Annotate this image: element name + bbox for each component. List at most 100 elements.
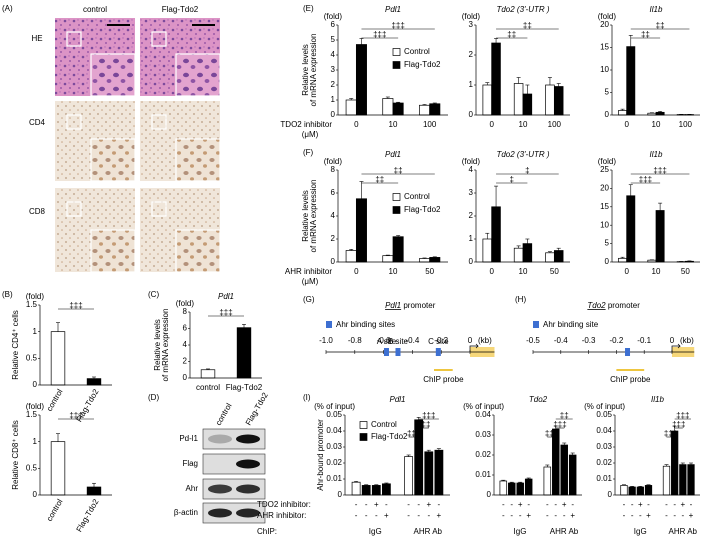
condition-sign: - (519, 511, 522, 520)
blot-strip (202, 428, 266, 450)
x-tick-label: 50 (550, 267, 559, 276)
condition-sign: - (665, 511, 668, 520)
group-label: AHR Ab (550, 527, 579, 536)
y-tick-label: 8 (331, 165, 336, 174)
zoom-region (66, 31, 82, 47)
x-tick-label: 0 (489, 267, 494, 276)
error-bar (620, 108, 625, 111)
y-tick-label: 10 (600, 220, 609, 229)
error-bar (494, 38, 499, 43)
significance-label: ‡‡ (394, 166, 403, 175)
condition-sign: - (438, 500, 441, 509)
y-tick-label: 0.04 (475, 410, 491, 419)
probe-label: ChIP probe (423, 375, 464, 384)
lane-label: Flag-Tdo2 (244, 391, 270, 428)
error-bar (553, 425, 558, 429)
significance-label: ‡‡‡ (553, 420, 566, 429)
bar (545, 84, 555, 116)
bar (491, 206, 501, 263)
condition-sign: - (546, 511, 549, 520)
y-axis-label: of mRNA expression (309, 180, 318, 253)
y-tick-label: 0 (331, 257, 336, 266)
condition-sign: + (562, 500, 567, 509)
unit-label: (fold) (26, 292, 45, 301)
error-bar (485, 82, 490, 85)
y-tick-label: 5 (605, 239, 610, 248)
x-axis-unit: (μM) (302, 277, 319, 286)
bar (687, 464, 695, 496)
y-tick-label: 0.5 (26, 463, 38, 472)
condition-sign: - (407, 511, 410, 520)
error-bar (396, 101, 401, 103)
site-label: B site (388, 337, 409, 346)
y-tick-label: 0.5 (26, 353, 38, 362)
condition-sign: - (546, 500, 549, 509)
axis-unit: (kb) (680, 336, 694, 345)
legend-swatch (392, 206, 401, 214)
bar (508, 482, 516, 496)
tick-label: -0.3 (582, 336, 596, 345)
error-bar (56, 322, 60, 332)
condition-sign: - (355, 500, 358, 509)
condition-sign: - (631, 511, 634, 520)
tick-label: -0.1 (637, 336, 651, 345)
bar (516, 482, 524, 496)
inset (90, 53, 136, 97)
x-tick-label: control (45, 497, 65, 522)
error-bar (509, 481, 514, 483)
y-tick-label: 0 (33, 380, 38, 389)
y-axis-label: Relative levels (301, 44, 310, 96)
error-bar (526, 477, 531, 479)
group-label: IgG (369, 527, 382, 536)
bar (626, 46, 636, 116)
bar (568, 454, 577, 496)
bar (491, 42, 501, 116)
significance-label: ‡‡ (523, 21, 532, 30)
bar (482, 84, 493, 116)
blot-band (208, 508, 232, 518)
significance-label: ‡‡ (641, 30, 650, 39)
y-tick-label: 2 (331, 80, 336, 89)
condition-sign: + (638, 500, 643, 509)
title-text: promoter (608, 301, 640, 310)
condition-sign: - (673, 511, 676, 520)
condition-sign: + (689, 511, 694, 520)
y-tick-label: 6 (331, 20, 336, 29)
panel-label: (G) (303, 295, 315, 304)
bar (86, 486, 102, 496)
condition-sign: - (417, 500, 420, 509)
chart-title: Tdo2 (3'-UTR ) (496, 150, 549, 159)
error-bar (364, 484, 369, 486)
bar (679, 464, 687, 496)
y-axis-label: Relative levels (301, 190, 310, 242)
error-bar (422, 104, 427, 106)
band-label: β-actin (174, 508, 198, 517)
band-label: Pd-l1 (179, 434, 198, 443)
x-axis-label: AHR inhibitor (285, 267, 332, 276)
error-bar (658, 202, 663, 211)
condition-sign: - (510, 511, 513, 520)
condition-sign: + (384, 511, 389, 520)
inset (175, 229, 221, 273)
bar (382, 98, 394, 116)
probe-label: ChIP probe (610, 375, 651, 384)
bar (618, 110, 628, 116)
condition-sign: - (385, 500, 388, 509)
inset (90, 229, 136, 273)
gene-name: Pdl1 (385, 301, 401, 310)
chart-title: Pdl1 (385, 5, 401, 14)
tss-arrow (671, 343, 681, 352)
zoom-region (151, 114, 167, 130)
chart-title: Il1b (651, 395, 664, 404)
y-axis-label: Relative levels (153, 319, 162, 371)
significance-label: ‡‡‡ (219, 308, 232, 317)
panel-label: (H) (515, 295, 526, 304)
bar (355, 44, 367, 116)
unit-label: (% of input) (314, 402, 355, 411)
x-tick-label: Flag-Tdo2 (226, 383, 263, 392)
y-tick-label: 15 (600, 43, 609, 52)
tick-label: 0 (670, 336, 675, 345)
chart-title: Pdl1 (389, 395, 405, 404)
unit-label: (fold) (598, 12, 617, 21)
panel-label: (D) (148, 393, 159, 402)
